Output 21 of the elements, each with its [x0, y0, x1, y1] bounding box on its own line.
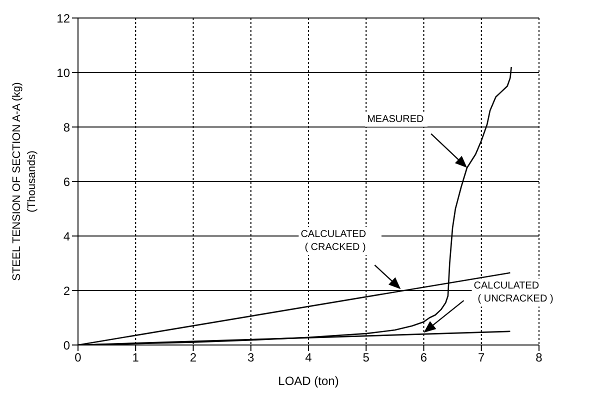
x-tick-label: 1 [132, 350, 140, 365]
y-tick-label: 8 [63, 120, 70, 134]
y-tick-label: 0 [63, 338, 70, 352]
x-tick-label: 0 [74, 350, 82, 365]
y-tick-label: 10 [56, 66, 70, 80]
x-tick-label: 3 [248, 350, 255, 365]
y-axis-title: STEEL TENSION OF SECTION A-A (kg) (Thousands) [11, 82, 38, 281]
x-tick-label: 4 [305, 350, 312, 365]
y-tick-label: 6 [63, 174, 70, 189]
annotation: MEASURED [367, 114, 424, 125]
x-tick-label: 8 [536, 350, 543, 365]
annotation: CALCULATED ( UNCRACKED ) [474, 280, 554, 305]
x-tick-label: 2 [190, 350, 197, 365]
y-tick-label: 12 [56, 11, 70, 26]
x-tick-label: 5 [362, 350, 370, 365]
x-axis-title: LOAD (ton) [278, 374, 339, 388]
annotation: CALCULATED ( CRACKED ) [300, 229, 366, 254]
y-tick-label: 4 [63, 229, 70, 244]
x-tick-label: 7 [478, 350, 486, 365]
x-tick-label: 6 [420, 350, 428, 365]
y-tick-label: 2 [63, 284, 70, 298]
